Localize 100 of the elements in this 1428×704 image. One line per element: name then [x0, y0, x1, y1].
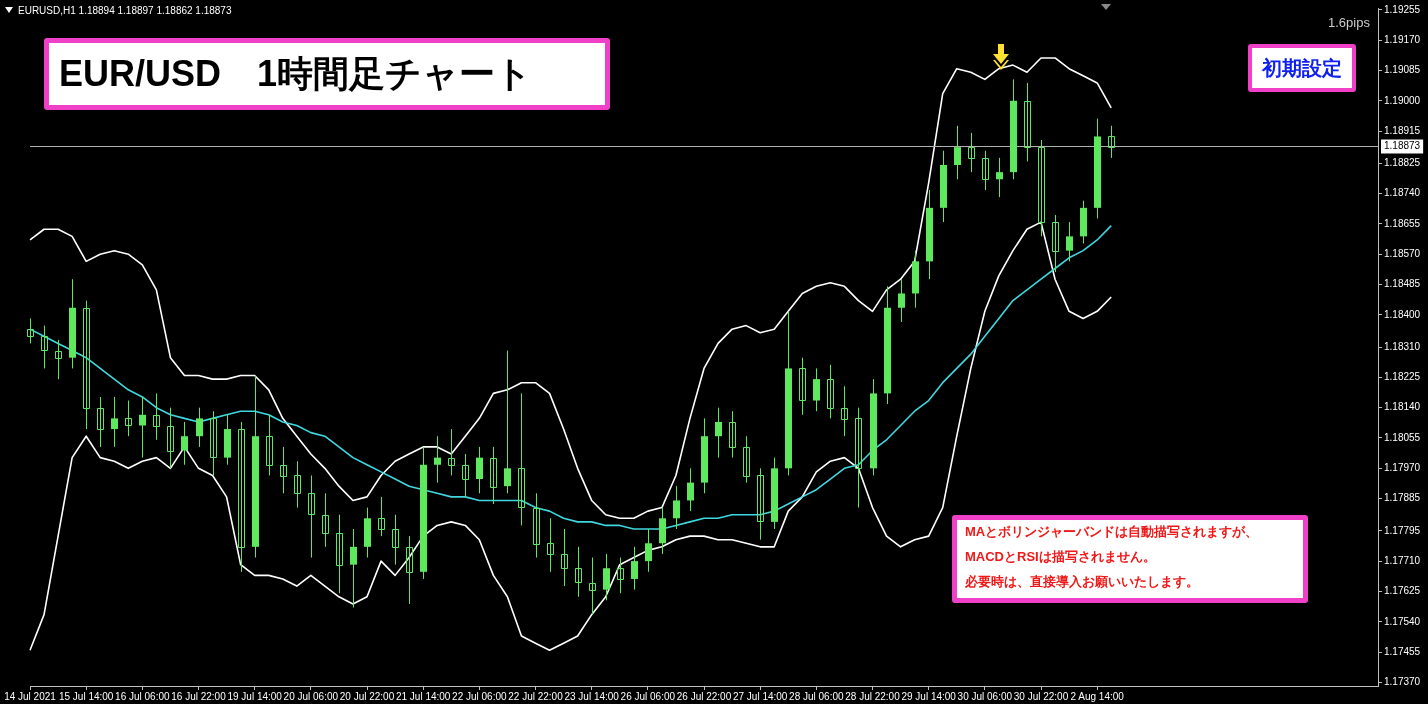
- annotation: EURUSD,H1 1.18894 1.18897 1.18862 1.18873: [18, 5, 232, 16]
- candlestick: [547, 517, 554, 573]
- annotation: MACDとRSIは描写されません。: [965, 548, 1156, 566]
- text: EUR/USD 1時間足チャート: [44, 38, 610, 110]
- candlestick: [673, 485, 680, 530]
- candlestick: [1108, 125, 1115, 159]
- x-tick-label: 14 Jul 2021: [4, 690, 57, 702]
- candlestick: [518, 392, 525, 526]
- candlestick: [504, 350, 511, 494]
- candlestick: [266, 414, 273, 476]
- y-tick-label: 1.17885: [1384, 492, 1421, 504]
- y-tick-label: 1.17625: [1384, 585, 1421, 597]
- candlestick: [378, 496, 385, 537]
- y-tick-label: 1.19085: [1384, 64, 1421, 76]
- y-tick-label: 1.18740: [1384, 187, 1421, 199]
- candlestick: [813, 367, 820, 412]
- candlestick: [139, 396, 146, 459]
- candlestick: [575, 546, 582, 598]
- y-tick-label: 1.17970: [1384, 462, 1421, 474]
- candlestick: [617, 557, 624, 594]
- candlestick: [27, 317, 34, 344]
- candlestick: [968, 132, 975, 173]
- candlestick: [406, 535, 413, 605]
- y-tick-label: 1.17540: [1384, 615, 1421, 627]
- candlestick: [645, 528, 652, 573]
- candlestick: [589, 557, 596, 616]
- candlestick: [603, 553, 610, 601]
- candlestick: [41, 325, 48, 369]
- candlestick: [392, 514, 399, 566]
- x-tick-label: 21 Jul 14:00: [395, 690, 451, 702]
- y-tick-label: 1.18655: [1384, 217, 1421, 229]
- x-tick-label: 19 Jul 14:00: [227, 690, 283, 702]
- candlestick: [336, 514, 343, 594]
- candlestick: [729, 410, 736, 459]
- x-tick-label: 15 Jul 14:00: [58, 690, 114, 702]
- candlestick: [631, 546, 638, 591]
- candlestick: [448, 428, 455, 476]
- candlestick: [841, 385, 848, 437]
- candlestick: [533, 492, 540, 559]
- candlestick: [687, 467, 694, 512]
- candlestick: [322, 492, 329, 548]
- x-tick-label: 27 Jul 14:00: [732, 690, 788, 702]
- candlestick: [1066, 221, 1073, 262]
- annotation: 初期設定: [1248, 44, 1356, 92]
- x-tick-label: 26 Jul 22:00: [676, 690, 732, 702]
- candlestick: [490, 446, 497, 505]
- y-tick-label: 1.18570: [1384, 247, 1421, 259]
- candlestick: [238, 421, 245, 573]
- candlestick: [210, 410, 217, 476]
- y-tick-label: 1.18310: [1384, 340, 1421, 352]
- candlestick: [308, 474, 315, 559]
- x-tick-label: 28 Jul 06:00: [789, 690, 845, 702]
- x-tick-label: 26 Jul 06:00: [620, 690, 676, 702]
- candlestick: [982, 150, 989, 191]
- annotation: 1.6pips: [1328, 15, 1370, 30]
- x-tick-label: 2 Aug 14:00: [1070, 690, 1125, 702]
- candlestick: [350, 528, 357, 608]
- y-tick-label: 1.18055: [1384, 431, 1421, 443]
- y-tick-label: 1.18915: [1384, 124, 1421, 136]
- y-tick-label: 1.18140: [1384, 401, 1421, 413]
- y-tick-label: 1.18400: [1384, 308, 1421, 320]
- candlestick: [1038, 139, 1045, 237]
- candlestick: [743, 435, 750, 484]
- candlestick: [954, 125, 961, 180]
- x-tick-label: 20 Jul 22:00: [339, 690, 395, 702]
- x-tick-label: 29 Jul 14:00: [901, 690, 957, 702]
- candlestick: [561, 528, 568, 587]
- candlestick: [462, 453, 469, 498]
- candlestick: [799, 357, 806, 416]
- y-tick-label: 1.19170: [1384, 33, 1421, 45]
- y-tick-label: 1.18225: [1384, 371, 1421, 383]
- candlestick: [153, 392, 160, 441]
- candlestick: [181, 421, 188, 466]
- candlestick: [715, 407, 722, 459]
- y-tick-label: 1.17455: [1384, 645, 1421, 657]
- candlestick: [476, 446, 483, 494]
- candlestick: [898, 278, 905, 323]
- x-tick-label: 20 Jul 06:00: [283, 690, 339, 702]
- x-tick-label: 22 Jul 22:00: [508, 690, 564, 702]
- candlestick: [97, 396, 104, 448]
- y-tick-label: 1.17710: [1384, 554, 1421, 566]
- y-tick-label: 1.17370: [1384, 676, 1421, 688]
- candlestick: [167, 407, 174, 469]
- candlestick: [855, 407, 862, 509]
- annotation: MAとボリンジャーバンドは自動描写されますが、: [965, 523, 1259, 541]
- candlestick: [434, 435, 441, 484]
- candlestick: [125, 400, 132, 437]
- x-tick-label: 30 Jul 22:00: [1013, 690, 1069, 702]
- x-tick-label: 28 Jul 22:00: [845, 690, 901, 702]
- y-tick-label: 1.18485: [1384, 278, 1421, 290]
- annotation: 必要時は、直接導入お願いいたします。: [965, 573, 1199, 591]
- ref-line-label: 1.18873: [1384, 140, 1421, 152]
- candlestick: [757, 467, 764, 541]
- candlestick: [280, 446, 287, 494]
- candlestick: [294, 460, 301, 509]
- x-tick-label: 22 Jul 06:00: [452, 690, 508, 702]
- candlestick: [83, 300, 90, 430]
- candlestick: [196, 407, 203, 448]
- y-tick-label: 1.17795: [1384, 524, 1421, 536]
- x-tick-label: 16 Jul 06:00: [115, 690, 171, 702]
